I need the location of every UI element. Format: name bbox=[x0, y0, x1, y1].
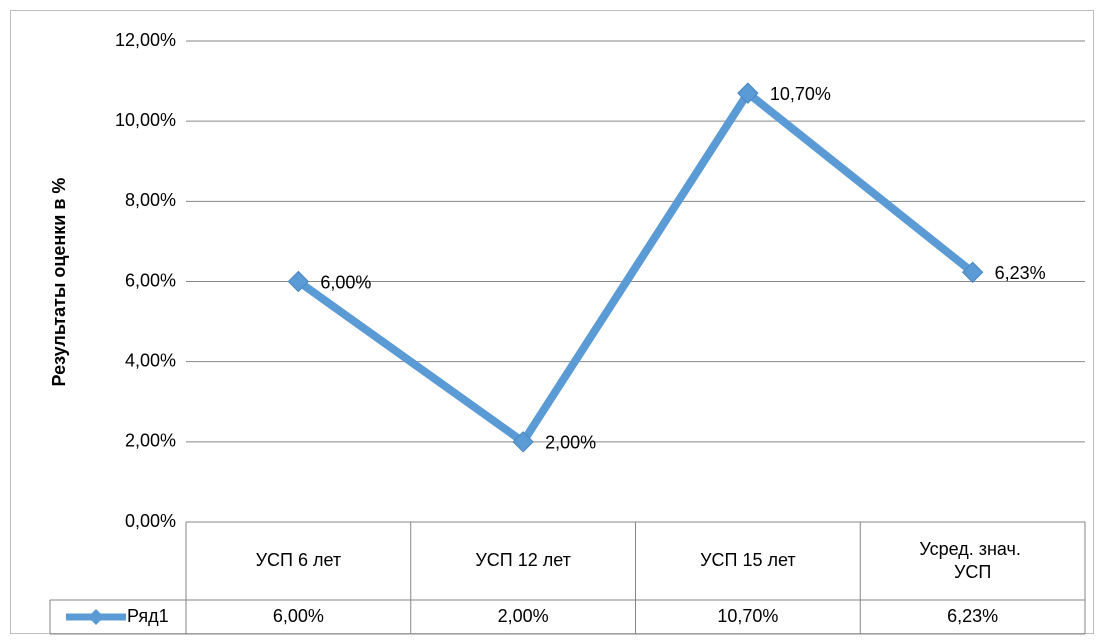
y-tick-label: 4,00% bbox=[125, 350, 176, 370]
legend-label: Ряд1 bbox=[127, 606, 169, 626]
y-tick-label: 0,00% bbox=[125, 511, 176, 531]
data-label: 2,00% bbox=[545, 433, 596, 453]
chart-border bbox=[10, 10, 1094, 634]
data-label: 10,70% bbox=[770, 84, 831, 104]
table-value: 2,00% bbox=[498, 606, 549, 626]
x-tick-label: Усред. знач. УСП bbox=[919, 539, 1026, 582]
marker bbox=[737, 82, 759, 104]
table-value: 10,70% bbox=[717, 606, 778, 626]
legend-marker bbox=[88, 609, 104, 625]
marker bbox=[512, 431, 534, 453]
x-tick-label: УСП 6 лет bbox=[256, 550, 342, 570]
table-value: 6,00% bbox=[273, 606, 324, 626]
x-tick-label-line: Усред. знач. bbox=[919, 539, 1026, 559]
y-axis-label: Результаты оценки в % bbox=[49, 178, 69, 387]
marker bbox=[961, 261, 984, 283]
y-tick-label: 2,00% bbox=[125, 431, 176, 451]
y-tick-label: 12,00% bbox=[115, 30, 176, 50]
data-label: 6,00% bbox=[320, 272, 371, 292]
x-tick-label: УСП 12 лет bbox=[475, 550, 571, 570]
x-tick-label: УСП 15 лет bbox=[700, 550, 796, 570]
data-label: 6,23% bbox=[995, 263, 1046, 283]
x-tick-label-line: УСП bbox=[954, 562, 991, 582]
y-tick-label: 8,00% bbox=[125, 190, 176, 210]
y-tick-label: 10,00% bbox=[115, 110, 176, 130]
table-value: 6,23% bbox=[947, 606, 998, 626]
y-tick-label: 6,00% bbox=[125, 270, 176, 290]
marker bbox=[287, 270, 310, 293]
series-line bbox=[296, 89, 976, 446]
